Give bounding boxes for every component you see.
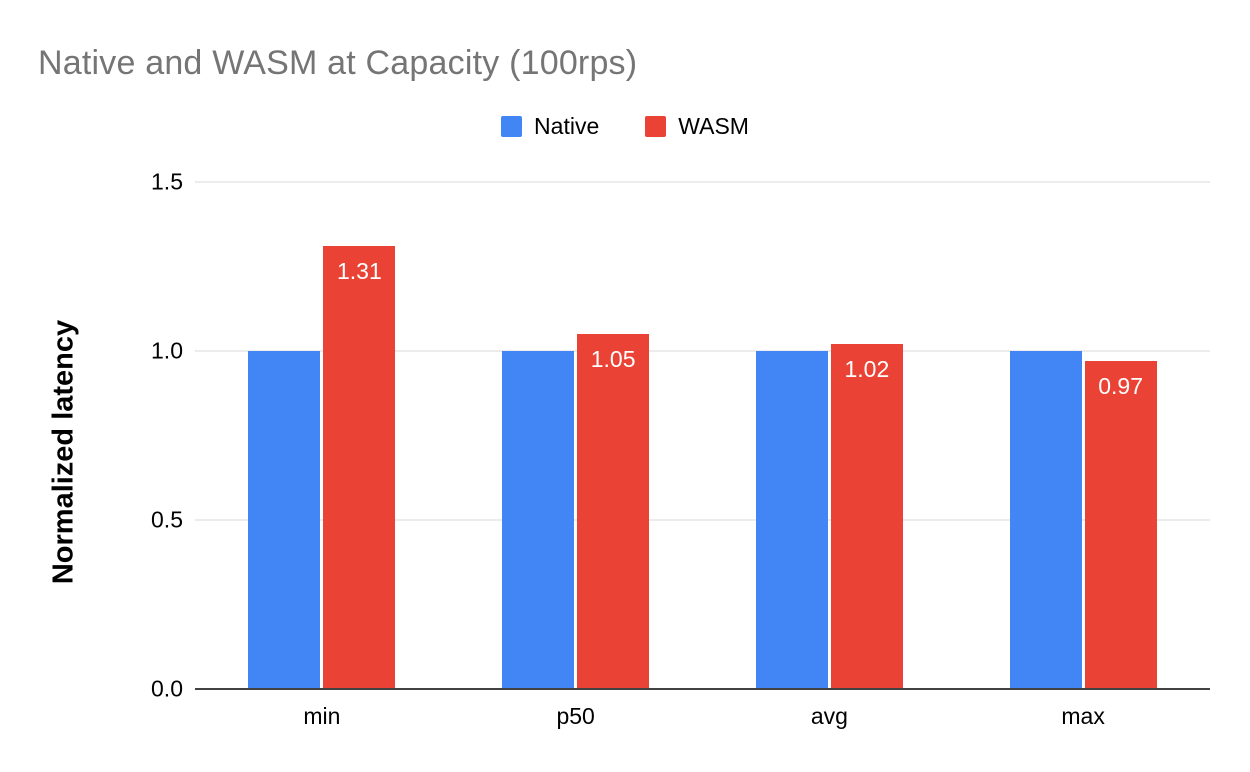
- bar-native-max: [1009, 351, 1082, 689]
- bar-group-avg: 1.02: [703, 182, 957, 689]
- y-axis-ticks: 0.0 0.5 1.0 1.5: [0, 169, 183, 702]
- gridline: [195, 350, 1210, 352]
- bar-wasm-p50: 1.05: [577, 334, 650, 689]
- bar-value-label: 0.97: [1098, 373, 1143, 400]
- plot-area: 1.31 1.05 1.02 0.97: [195, 181, 1210, 690]
- x-axis-label-max: max: [1061, 703, 1105, 729]
- legend-item-native: Native: [501, 113, 599, 140]
- y-axis-tick-label: 1.5: [151, 168, 183, 195]
- x-axis-label-p50: p50: [556, 703, 595, 729]
- bar-group-min: 1.31: [195, 182, 449, 689]
- legend-swatch: [501, 116, 523, 137]
- legend-label: WASM: [678, 113, 749, 139]
- bar-groups: 1.31 1.05 1.02 0.97: [195, 182, 1210, 689]
- y-axis-tick-label: 0.0: [151, 675, 183, 702]
- legend: Native WASM: [0, 113, 1250, 140]
- bar-value-label: 1.31: [336, 258, 382, 285]
- bar-group-max: 0.97: [956, 182, 1210, 689]
- bar-group-p50: 1.05: [449, 182, 703, 689]
- chart-title: Native and WASM at Capacity (100rps): [38, 44, 638, 82]
- legend-label: Native: [534, 113, 600, 139]
- bar-native-min: [248, 351, 321, 689]
- legend-item-wasm: WASM: [645, 113, 749, 140]
- y-axis-tick-label: 1.0: [151, 337, 183, 364]
- y-axis-tick-label: 0.5: [151, 506, 183, 533]
- x-axis-label-min: min: [303, 703, 341, 729]
- bar-native-avg: [755, 351, 828, 689]
- bar-wasm-avg: 1.02: [830, 344, 903, 689]
- legend-swatch: [645, 116, 667, 137]
- bar-native-p50: [502, 351, 575, 689]
- bar-wasm-min: 1.31: [323, 246, 396, 689]
- gridline: [195, 519, 1210, 521]
- x-axis-label-avg: avg: [810, 703, 848, 729]
- gridline: [195, 181, 1210, 183]
- x-axis-line: [195, 688, 1210, 690]
- bar-wasm-max: 0.97: [1084, 361, 1157, 689]
- bar-value-label: 1.02: [844, 356, 890, 383]
- x-axis-labels: min p50 avg max: [195, 703, 1210, 730]
- bar-value-label: 1.05: [590, 346, 636, 373]
